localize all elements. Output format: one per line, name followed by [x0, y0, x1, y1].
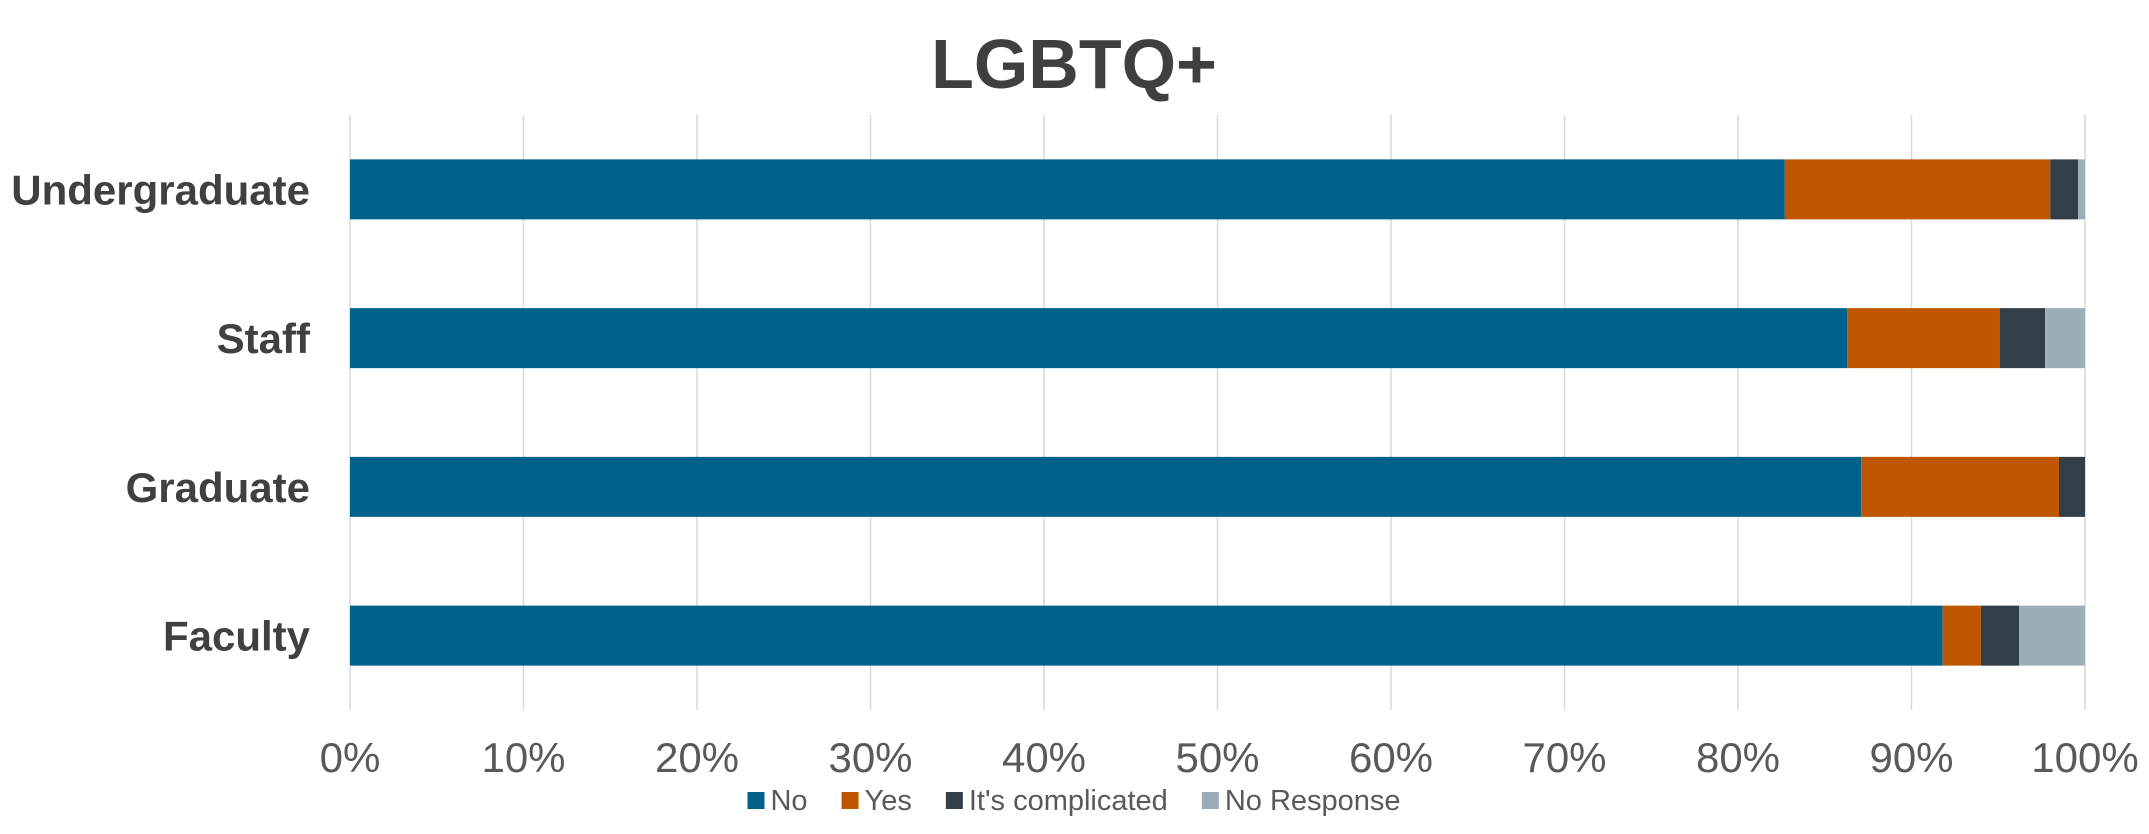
legend-swatch [1201, 792, 1219, 809]
x-tick-label: 80% [1696, 734, 1780, 781]
bar-segment-yes [1861, 456, 2059, 517]
bar-segment-it-s-complicated [2058, 456, 2085, 517]
legend-swatch [945, 792, 963, 809]
x-tick-label: 0% [320, 734, 381, 781]
bar-segment-no [350, 605, 1943, 666]
bar-segment-it-s-complicated [1980, 605, 2020, 666]
bar-segment-yes [1847, 308, 2000, 369]
bar-segment-no-response [2078, 159, 2085, 220]
category-label: Staff [217, 315, 311, 362]
category-labels: Undergraduate Staff Graduate Faculty [11, 166, 311, 659]
x-tick-label: 30% [828, 734, 912, 781]
category-label: Faculty [163, 613, 311, 660]
x-tick-label: 90% [1869, 734, 1953, 781]
bar-segment-it-s-complicated [2050, 159, 2079, 220]
x-axis-tick-labels: 0% 10% 20% 30% 40% 50% 60% 70% 80% 90% 100% [320, 734, 2139, 781]
bar-segment-it-s-complicated [1999, 308, 2046, 369]
bars [350, 159, 2085, 666]
legend-label: It's complicated [969, 785, 1168, 817]
bar-segment-no [350, 159, 1785, 220]
bar-segment-no [350, 308, 1848, 369]
bar-segment-yes [1784, 159, 2051, 220]
bar-segment-no [350, 456, 1862, 517]
x-tick-label: 100% [2031, 734, 2138, 781]
legend-swatch [747, 792, 765, 809]
bar-segment-no-response [2045, 308, 2085, 369]
legend-label: No [770, 785, 807, 817]
bar-segment-yes [1942, 605, 1981, 666]
legend-label: No Response [1225, 785, 1401, 817]
bar-segment-no-response [2019, 605, 2085, 666]
chart-title: LGBTQ+ [931, 25, 1217, 103]
legend-label: Yes [865, 785, 912, 817]
x-tick-label: 20% [655, 734, 739, 781]
x-tick-label: 50% [1175, 734, 1259, 781]
x-tick-label: 40% [1002, 734, 1086, 781]
x-tick-label: 70% [1522, 734, 1606, 781]
category-label: Graduate [126, 464, 310, 511]
legend: No Yes It's complicated No Response [747, 785, 1401, 817]
category-label: Undergraduate [11, 166, 310, 213]
x-tick-label: 60% [1349, 734, 1433, 781]
x-tick-label: 10% [481, 734, 565, 781]
legend-swatch [841, 792, 859, 809]
